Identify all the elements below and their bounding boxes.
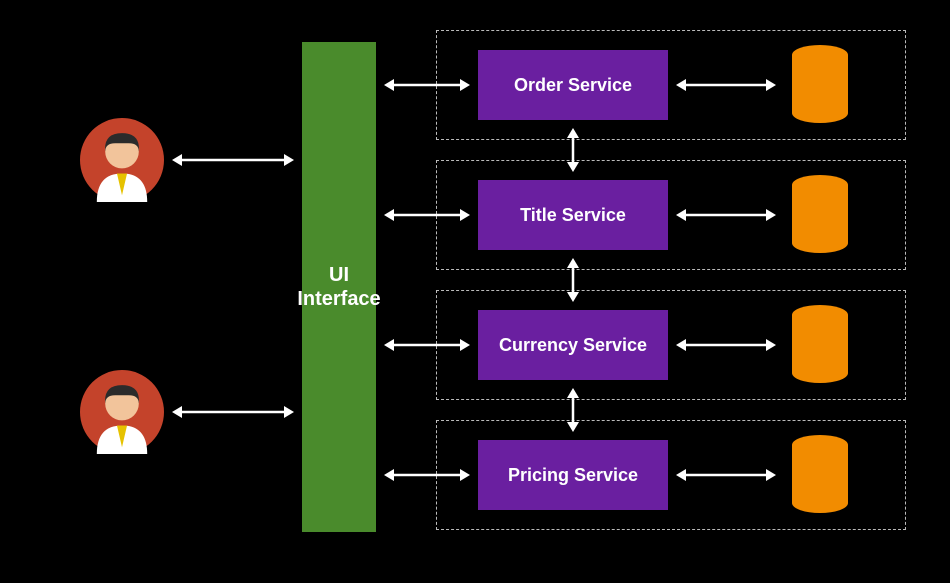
- service-box-order: Order Service: [478, 50, 668, 120]
- service-box-pricing: Pricing Service: [478, 440, 668, 510]
- avatar-icon: [80, 370, 164, 454]
- avatar-icon: [80, 118, 164, 202]
- diagram-stage: UI Interface Order Service: [0, 0, 950, 583]
- service-box-currency: Currency Service: [478, 310, 668, 380]
- database-icon: [790, 305, 850, 383]
- database-icon: [790, 435, 850, 513]
- database-icon: [790, 45, 850, 123]
- service-box-title: Title Service: [478, 180, 668, 250]
- ui-interface-box: UI Interface: [302, 42, 376, 532]
- database-icon: [790, 175, 850, 253]
- user-avatar-1: [80, 118, 164, 202]
- user-avatar-2: [80, 370, 164, 454]
